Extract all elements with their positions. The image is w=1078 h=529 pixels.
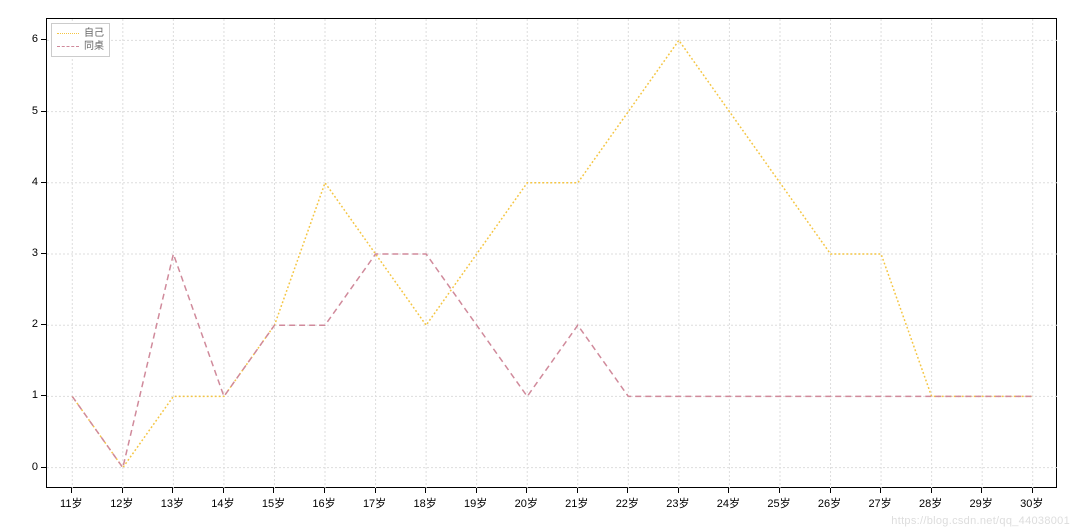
y-tick-label: 4	[22, 176, 38, 188]
x-tick-label: 28岁	[919, 495, 942, 511]
x-tick-label: 30岁	[1020, 495, 1043, 511]
x-tick-label: 14岁	[211, 495, 234, 511]
chart-plot-area: 自己同桌	[46, 18, 1057, 488]
series-lines	[47, 19, 1058, 489]
x-tick-label: 13岁	[161, 495, 184, 511]
y-tick-label: 6	[22, 33, 38, 45]
x-tick-label: 15岁	[262, 495, 285, 511]
x-tick-label: 27岁	[868, 495, 891, 511]
x-tick-label: 18岁	[414, 495, 437, 511]
x-tick-label: 22岁	[616, 495, 639, 511]
watermark: https://blog.csdn.net/qq_44038001	[891, 515, 1070, 527]
y-tick-label: 0	[22, 461, 38, 473]
legend-label: 自己	[84, 27, 104, 40]
series-line	[72, 40, 1032, 467]
legend-item: 同桌	[57, 40, 104, 53]
y-tick-label: 5	[22, 105, 38, 117]
legend: 自己同桌	[51, 23, 110, 57]
y-tick-label: 2	[22, 318, 38, 330]
x-tick-label: 11岁	[60, 495, 82, 511]
x-tick-label: 25岁	[767, 495, 790, 511]
x-tick-label: 16岁	[312, 495, 335, 511]
legend-swatch	[57, 33, 79, 34]
y-tick-label: 1	[22, 389, 38, 401]
series-line	[72, 254, 1032, 468]
x-tick-label: 20岁	[515, 495, 538, 511]
legend-label: 同桌	[84, 40, 104, 53]
x-tick-label: 17岁	[363, 495, 386, 511]
x-tick-label: 12岁	[110, 495, 133, 511]
x-tick-label: 29岁	[970, 495, 993, 511]
legend-item: 自己	[57, 27, 104, 40]
legend-swatch	[57, 46, 79, 47]
x-tick-label: 23岁	[666, 495, 689, 511]
x-tick-label: 26岁	[818, 495, 841, 511]
y-tick-label: 3	[22, 247, 38, 259]
x-tick-label: 24岁	[717, 495, 740, 511]
x-tick-label: 19岁	[464, 495, 487, 511]
x-tick-label: 21岁	[565, 495, 588, 511]
